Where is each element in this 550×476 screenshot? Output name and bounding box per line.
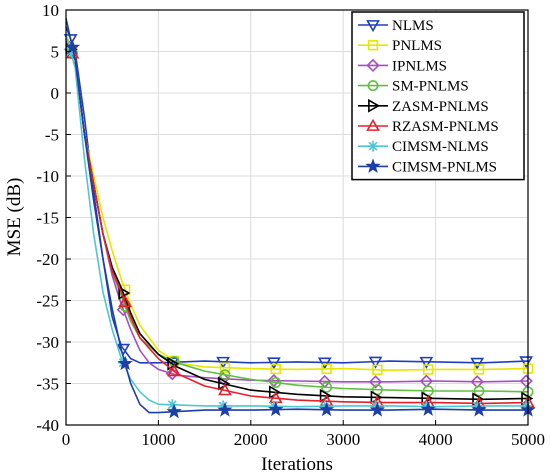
y-tick-label: -35: [36, 375, 59, 394]
series-line: [65, 18, 528, 414]
legend-item: SM-PNLMS: [358, 79, 469, 95]
legend-item: PNLMS: [358, 38, 442, 54]
marker-square: [372, 364, 383, 375]
x-tick-label: 1000: [141, 430, 175, 449]
marker-triangle-right: [118, 286, 131, 300]
x-axis-label: Iterations: [261, 454, 333, 475]
x-tick-label: 5000: [511, 430, 545, 449]
marker-triangle-down: [368, 356, 383, 369]
marker-star: [166, 403, 182, 419]
marker-asterisk: [166, 399, 178, 411]
marker-triangle-down: [267, 357, 281, 370]
legend-label: NLMS: [392, 18, 434, 34]
marker-triangle-up: [167, 364, 181, 377]
legend-item: RZASM-PNLMS: [358, 118, 499, 135]
marker-square: [423, 364, 434, 375]
legend-label: IPNLMS: [392, 58, 447, 74]
legend-item: CIMSM-PNLMS: [358, 158, 497, 175]
legend-label: ZASM-PNLMS: [392, 99, 489, 115]
marker-square: [219, 362, 231, 373]
marker-triangle-down: [419, 356, 434, 369]
marker-star: [268, 401, 284, 417]
marker-square: [321, 363, 332, 375]
y-axis-label: MSE (dB): [4, 178, 25, 257]
marker-asterisk: [268, 400, 280, 412]
marker-star: [369, 402, 386, 417]
legend-label: RZASM-PNLMS: [392, 119, 499, 135]
x-tick-label: 4000: [419, 430, 453, 449]
marker-triangle-right: [368, 98, 381, 113]
marker-asterisk: [471, 400, 483, 412]
x-tick-label: 0: [62, 430, 71, 449]
series-line: [65, 34, 528, 408]
marker-triangle-down: [317, 357, 332, 370]
grid: [66, 10, 528, 425]
marker-square: [270, 363, 281, 375]
marker-star: [64, 39, 81, 54]
y-tick-label: -25: [36, 292, 59, 311]
marker-asterisk: [520, 400, 532, 412]
marker-asterisk: [367, 140, 379, 152]
marker-circle: [321, 381, 333, 393]
y-tick-label: -40: [36, 416, 59, 435]
legend-label: CIMSM-NLMS: [392, 139, 489, 155]
y-tick-label: -30: [36, 333, 59, 352]
legend-box: [351, 11, 525, 181]
marker-triangle-down: [470, 357, 485, 370]
marker-circle: [219, 369, 231, 381]
legend-item: CIMSM-NLMS: [358, 139, 489, 155]
marker-triangle-up: [218, 383, 232, 396]
legend-label: CIMSM-PNLMS: [392, 159, 497, 175]
marker-diamond: [366, 58, 380, 73]
x-tick-label: 2000: [234, 430, 268, 449]
legend-item: IPNLMS: [358, 58, 447, 74]
legend: NLMS PNLMS IPNLMS SM-PNLMS ZASM-PNLMS RZASM-P…: [351, 11, 525, 181]
y-tick-label: -10: [36, 167, 59, 186]
legend-label: PNLMS: [392, 38, 442, 54]
y-tick-label: 10: [42, 1, 59, 20]
marker-circle: [367, 80, 379, 92]
marker-star: [365, 158, 381, 173]
marker-triangle-down: [366, 20, 380, 33]
y-tick-label: -15: [36, 209, 59, 228]
y-tick-label: -20: [36, 250, 59, 269]
marker-star: [117, 355, 133, 371]
marker-star: [217, 402, 233, 417]
y-tick-label: 5: [51, 43, 60, 62]
marker-diamond: [519, 374, 533, 388]
x-tick-label: 3000: [326, 430, 360, 449]
marker-triangle-up: [118, 295, 133, 308]
y-tick-label: 0: [51, 84, 60, 103]
marker-star: [318, 401, 335, 417]
series-line: [65, 38, 529, 405]
marker-circle: [270, 377, 282, 388]
marker-triangle-down: [519, 356, 534, 369]
ticks: 0 1000 2000 3000 4000 5000 10 5 0 -5 -10 -15 -20 -25 -…: [36, 1, 545, 449]
series-cimsm-pnlms: [64, 18, 536, 419]
marker-asterisk: [370, 400, 382, 412]
marker-star: [471, 401, 487, 417]
marker-star: [420, 401, 436, 416]
legend-item: NLMS: [358, 18, 434, 34]
marker-triangle-right: [421, 391, 434, 406]
marker-square: [367, 39, 379, 51]
y-tick-label: -5: [45, 126, 59, 145]
legend-item: ZASM-PNLMS: [358, 99, 489, 115]
marker-triangle-up: [366, 118, 380, 131]
marker-square: [473, 364, 485, 375]
legend-label: SM-PNLMS: [392, 79, 469, 95]
marker-diamond: [368, 375, 383, 389]
series-layer: [63, 18, 536, 419]
marker-circle: [473, 385, 485, 397]
marker-asterisk: [217, 400, 229, 412]
marker-asterisk: [319, 400, 331, 412]
